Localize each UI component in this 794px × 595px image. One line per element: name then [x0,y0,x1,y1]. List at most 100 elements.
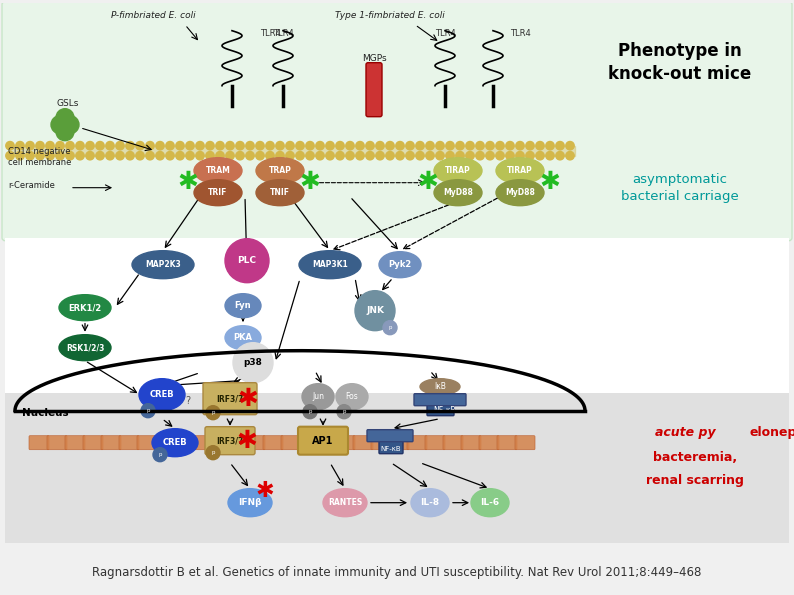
Circle shape [506,152,515,160]
Circle shape [266,152,274,160]
Circle shape [376,142,384,150]
Circle shape [86,152,94,160]
Circle shape [276,142,284,150]
Ellipse shape [496,158,544,184]
FancyBboxPatch shape [298,427,348,455]
Circle shape [516,142,524,150]
Text: IL-6: IL-6 [480,498,499,507]
Circle shape [225,239,269,283]
Circle shape [316,142,324,150]
Circle shape [196,152,204,160]
Text: r-Ceramide: r-Ceramide [8,181,55,190]
Circle shape [46,152,54,160]
Circle shape [206,142,214,150]
Text: CREB: CREB [150,390,175,399]
FancyBboxPatch shape [371,436,391,450]
Text: MyD88: MyD88 [505,188,535,197]
Circle shape [426,142,434,150]
Circle shape [146,152,154,160]
Circle shape [386,142,394,150]
FancyBboxPatch shape [414,394,466,406]
Circle shape [296,142,304,150]
Text: MGPs: MGPs [362,54,387,62]
Text: Fos: Fos [345,392,358,401]
Circle shape [61,115,79,134]
Text: TLR4: TLR4 [260,29,281,37]
Circle shape [276,152,284,160]
Text: AP1: AP1 [312,436,333,446]
Circle shape [46,142,54,150]
Circle shape [356,152,364,160]
Circle shape [136,142,145,150]
Circle shape [296,152,304,160]
Text: RSK1/2/3: RSK1/2/3 [66,343,104,352]
Circle shape [175,152,184,160]
Circle shape [406,142,414,150]
Text: IRF3/7: IRF3/7 [216,394,244,403]
Ellipse shape [411,488,449,516]
Circle shape [206,406,220,419]
FancyBboxPatch shape [209,436,229,450]
Circle shape [216,142,224,150]
Ellipse shape [59,295,111,321]
Circle shape [246,152,254,160]
Circle shape [355,291,395,331]
Text: p: p [211,410,214,415]
Circle shape [233,343,273,383]
FancyBboxPatch shape [29,436,49,450]
FancyBboxPatch shape [191,436,211,450]
Circle shape [495,152,504,160]
Circle shape [225,152,234,160]
Circle shape [476,152,484,160]
FancyBboxPatch shape [366,62,382,117]
FancyBboxPatch shape [83,436,103,450]
Text: acute py: acute py [655,426,715,439]
Circle shape [386,152,394,160]
Circle shape [56,142,64,150]
Circle shape [566,142,574,150]
Circle shape [141,403,155,418]
FancyBboxPatch shape [65,436,85,450]
Text: IRF3/7: IRF3/7 [216,436,244,445]
Circle shape [206,446,220,460]
Circle shape [216,152,224,160]
FancyBboxPatch shape [227,436,247,450]
FancyBboxPatch shape [5,393,789,543]
FancyBboxPatch shape [461,436,481,450]
Circle shape [6,152,14,160]
FancyBboxPatch shape [379,430,403,453]
Circle shape [75,152,84,160]
Text: Type 1-fimbriated E. coli: Type 1-fimbriated E. coli [335,11,445,20]
Circle shape [56,152,64,160]
Text: Nucleus: Nucleus [22,408,68,418]
Ellipse shape [323,488,367,516]
Text: p: p [342,409,345,414]
FancyBboxPatch shape [205,427,255,455]
Text: MyD88: MyD88 [443,188,473,197]
Circle shape [445,142,454,150]
Circle shape [66,142,74,150]
Circle shape [51,115,69,134]
Circle shape [383,321,397,334]
Circle shape [256,142,264,150]
Circle shape [116,142,124,150]
Circle shape [526,142,534,150]
Circle shape [256,152,264,160]
Circle shape [56,109,74,127]
FancyBboxPatch shape [2,2,792,241]
Text: bacteremia,: bacteremia, [653,451,737,464]
Ellipse shape [496,180,544,206]
Circle shape [75,142,84,150]
Circle shape [116,152,124,160]
Ellipse shape [132,250,194,278]
Text: IκB: IκB [434,382,446,391]
Text: Phenotype in
knock-out mice: Phenotype in knock-out mice [608,42,752,83]
Text: TLR4: TLR4 [272,29,293,37]
Text: Ragnarsdottir B et al. Genetics of innate immunity and UTI susceptibility. Nat R: Ragnarsdottir B et al. Genetics of innat… [92,566,702,579]
Circle shape [153,447,167,462]
Circle shape [286,142,295,150]
Circle shape [56,123,74,140]
Circle shape [445,152,454,160]
Circle shape [495,142,504,150]
Text: ?: ? [186,396,191,406]
